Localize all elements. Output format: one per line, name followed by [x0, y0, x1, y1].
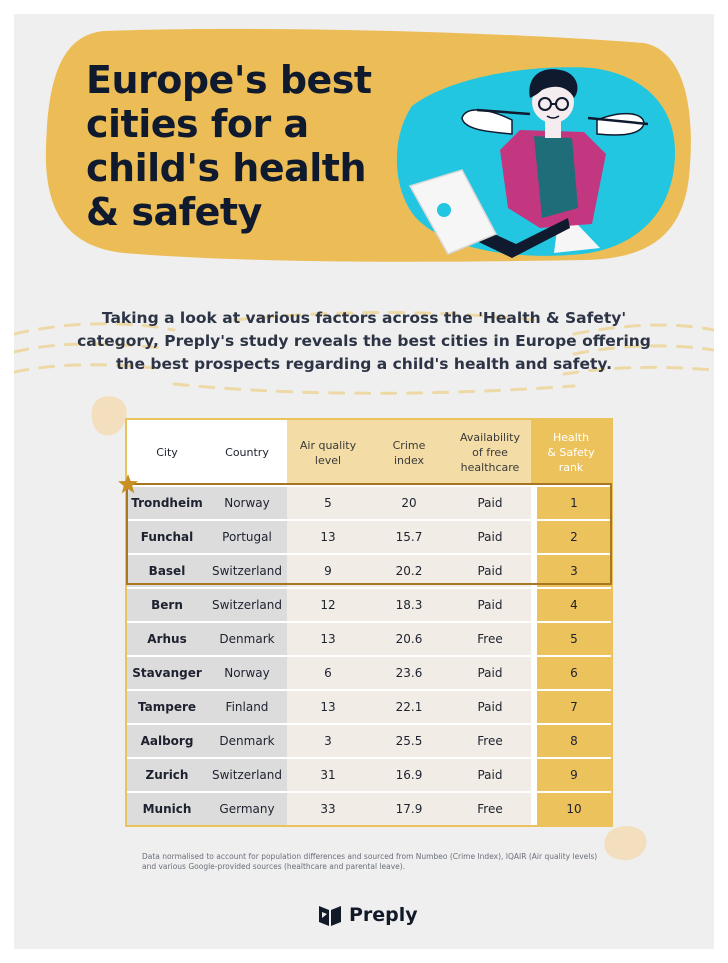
table-row: Munich Germany 33 17.9 Free 10: [127, 791, 611, 825]
preply-logo-icon: [319, 906, 341, 926]
country-cell: Portugal: [207, 519, 287, 553]
brand-name: Preply: [349, 904, 418, 926]
table-row: Tampere Finland 13 22.1 Paid 7: [127, 689, 611, 723]
country-cell: Finland: [207, 689, 287, 723]
healthcare-cell: Paid: [449, 485, 531, 519]
city-cell: Aalborg: [127, 723, 207, 757]
healthcare-cell: Paid: [449, 689, 531, 723]
city-cell: Funchal: [127, 519, 207, 553]
rank-cell: 2: [531, 519, 611, 553]
table-row: Basel Switzerland 9 20.2 Paid 3: [127, 553, 611, 587]
country-cell: Switzerland: [207, 553, 287, 587]
table-row: Aalborg Denmark 3 25.5 Free 8: [127, 723, 611, 757]
rank-cell: 4: [531, 587, 611, 621]
page-title: Europe's best cities for a child's healt…: [86, 58, 396, 234]
crime-index-cell: 17.9: [369, 791, 449, 825]
rank-cell: 10: [531, 791, 611, 825]
table-row: Trondheim Norway 5 20 Paid 1: [127, 485, 611, 519]
country-cell: Norway: [207, 655, 287, 689]
healthcare-cell: Paid: [449, 553, 531, 587]
air-quality-cell: 33: [287, 791, 369, 825]
intro-line: category, Preply's study reveals the bes…: [77, 332, 651, 350]
air-quality-cell: 13: [287, 621, 369, 655]
city-cell: Stavanger: [127, 655, 207, 689]
column-header-city: City: [127, 420, 207, 485]
star-icon: [118, 474, 138, 494]
person-relaxing-with-laptop-illustration: [396, 67, 676, 258]
table-header-row: City Country Air quality level Crime index…: [127, 420, 611, 485]
crime-index-cell: 20.2: [369, 553, 449, 587]
rank-cell: 5: [531, 621, 611, 655]
infographic-page: Europe's best cities for a child's healt…: [14, 14, 714, 949]
rank-cell: 3: [531, 553, 611, 587]
crime-index-cell: 23.6: [369, 655, 449, 689]
title-line: Europe's best: [86, 58, 372, 102]
table-row: Bern Switzerland 12 18.3 Paid 4: [127, 587, 611, 621]
city-cell: Bern: [127, 587, 207, 621]
city-cell: Zurich: [127, 757, 207, 791]
rank-cell: 9: [531, 757, 611, 791]
footnote-line: Data normalised to account for populatio…: [142, 852, 598, 861]
country-cell: Switzerland: [207, 587, 287, 621]
healthcare-cell: Free: [449, 791, 531, 825]
crime-index-cell: 15.7: [369, 519, 449, 553]
decorative-dashes: [14, 311, 714, 395]
air-quality-cell: 9: [287, 553, 369, 587]
data-source-footnote: Data normalised to account for populatio…: [142, 852, 612, 872]
title-line: child's health: [86, 146, 367, 190]
table-row: Stavanger Norway 6 23.6 Paid 6: [127, 655, 611, 689]
column-header-air-quality: Air quality level: [287, 420, 369, 485]
air-quality-cell: 5: [287, 485, 369, 519]
crime-index-cell: 16.9: [369, 757, 449, 791]
air-quality-cell: 3: [287, 723, 369, 757]
country-cell: Denmark: [207, 621, 287, 655]
country-cell: Norway: [207, 485, 287, 519]
decorative-blob: [604, 826, 647, 861]
healthcare-cell: Paid: [449, 757, 531, 791]
rank-cell: 6: [531, 655, 611, 689]
city-cell: Munich: [127, 791, 207, 825]
air-quality-cell: 12: [287, 587, 369, 621]
country-cell: Germany: [207, 791, 287, 825]
column-header-country: Country: [207, 420, 287, 485]
crime-index-cell: 22.1: [369, 689, 449, 723]
title-line: cities for a: [86, 102, 309, 146]
ranking-table: City Country Air quality level Crime index…: [125, 418, 613, 827]
table-row: Arhus Denmark 13 20.6 Free 5: [127, 621, 611, 655]
healthcare-cell: Paid: [449, 655, 531, 689]
intro-line: Taking a look at various factors across …: [101, 309, 627, 327]
city-cell: Basel: [127, 553, 207, 587]
decorative-blob: [91, 396, 127, 436]
country-cell: Switzerland: [207, 757, 287, 791]
title-line: & safety: [86, 190, 262, 234]
air-quality-cell: 13: [287, 519, 369, 553]
air-quality-cell: 6: [287, 655, 369, 689]
rank-cell: 7: [531, 689, 611, 723]
footnote-line: and various Google-provided sources (hea…: [142, 862, 406, 871]
crime-index-cell: 18.3: [369, 587, 449, 621]
air-quality-cell: 31: [287, 757, 369, 791]
country-cell: Denmark: [207, 723, 287, 757]
healthcare-cell: Free: [449, 723, 531, 757]
table-row: Funchal Portugal 13 15.7 Paid 2: [127, 519, 611, 553]
crime-index-cell: 25.5: [369, 723, 449, 757]
rank-cell: 8: [531, 723, 611, 757]
column-header-crime-index: Crime index: [369, 420, 449, 485]
air-quality-cell: 13: [287, 689, 369, 723]
intro-paragraph: Taking a look at various factors across …: [74, 307, 654, 376]
column-header-rank: Health & Safety rank: [531, 420, 611, 485]
rank-cell: 1: [531, 485, 611, 519]
intro-line: the best prospects regarding a child's h…: [116, 355, 612, 373]
brand-footer: Preply: [317, 902, 418, 928]
crime-index-cell: 20: [369, 485, 449, 519]
crime-index-cell: 20.6: [369, 621, 449, 655]
healthcare-cell: Paid: [449, 587, 531, 621]
column-header-free-healthcare: Availability of free healthcare: [449, 420, 531, 485]
city-cell: Arhus: [127, 621, 207, 655]
table-row: Zurich Switzerland 31 16.9 Paid 9: [127, 757, 611, 791]
healthcare-cell: Free: [449, 621, 531, 655]
healthcare-cell: Paid: [449, 519, 531, 553]
city-cell: Trondheim: [127, 485, 207, 519]
city-cell: Tampere: [127, 689, 207, 723]
